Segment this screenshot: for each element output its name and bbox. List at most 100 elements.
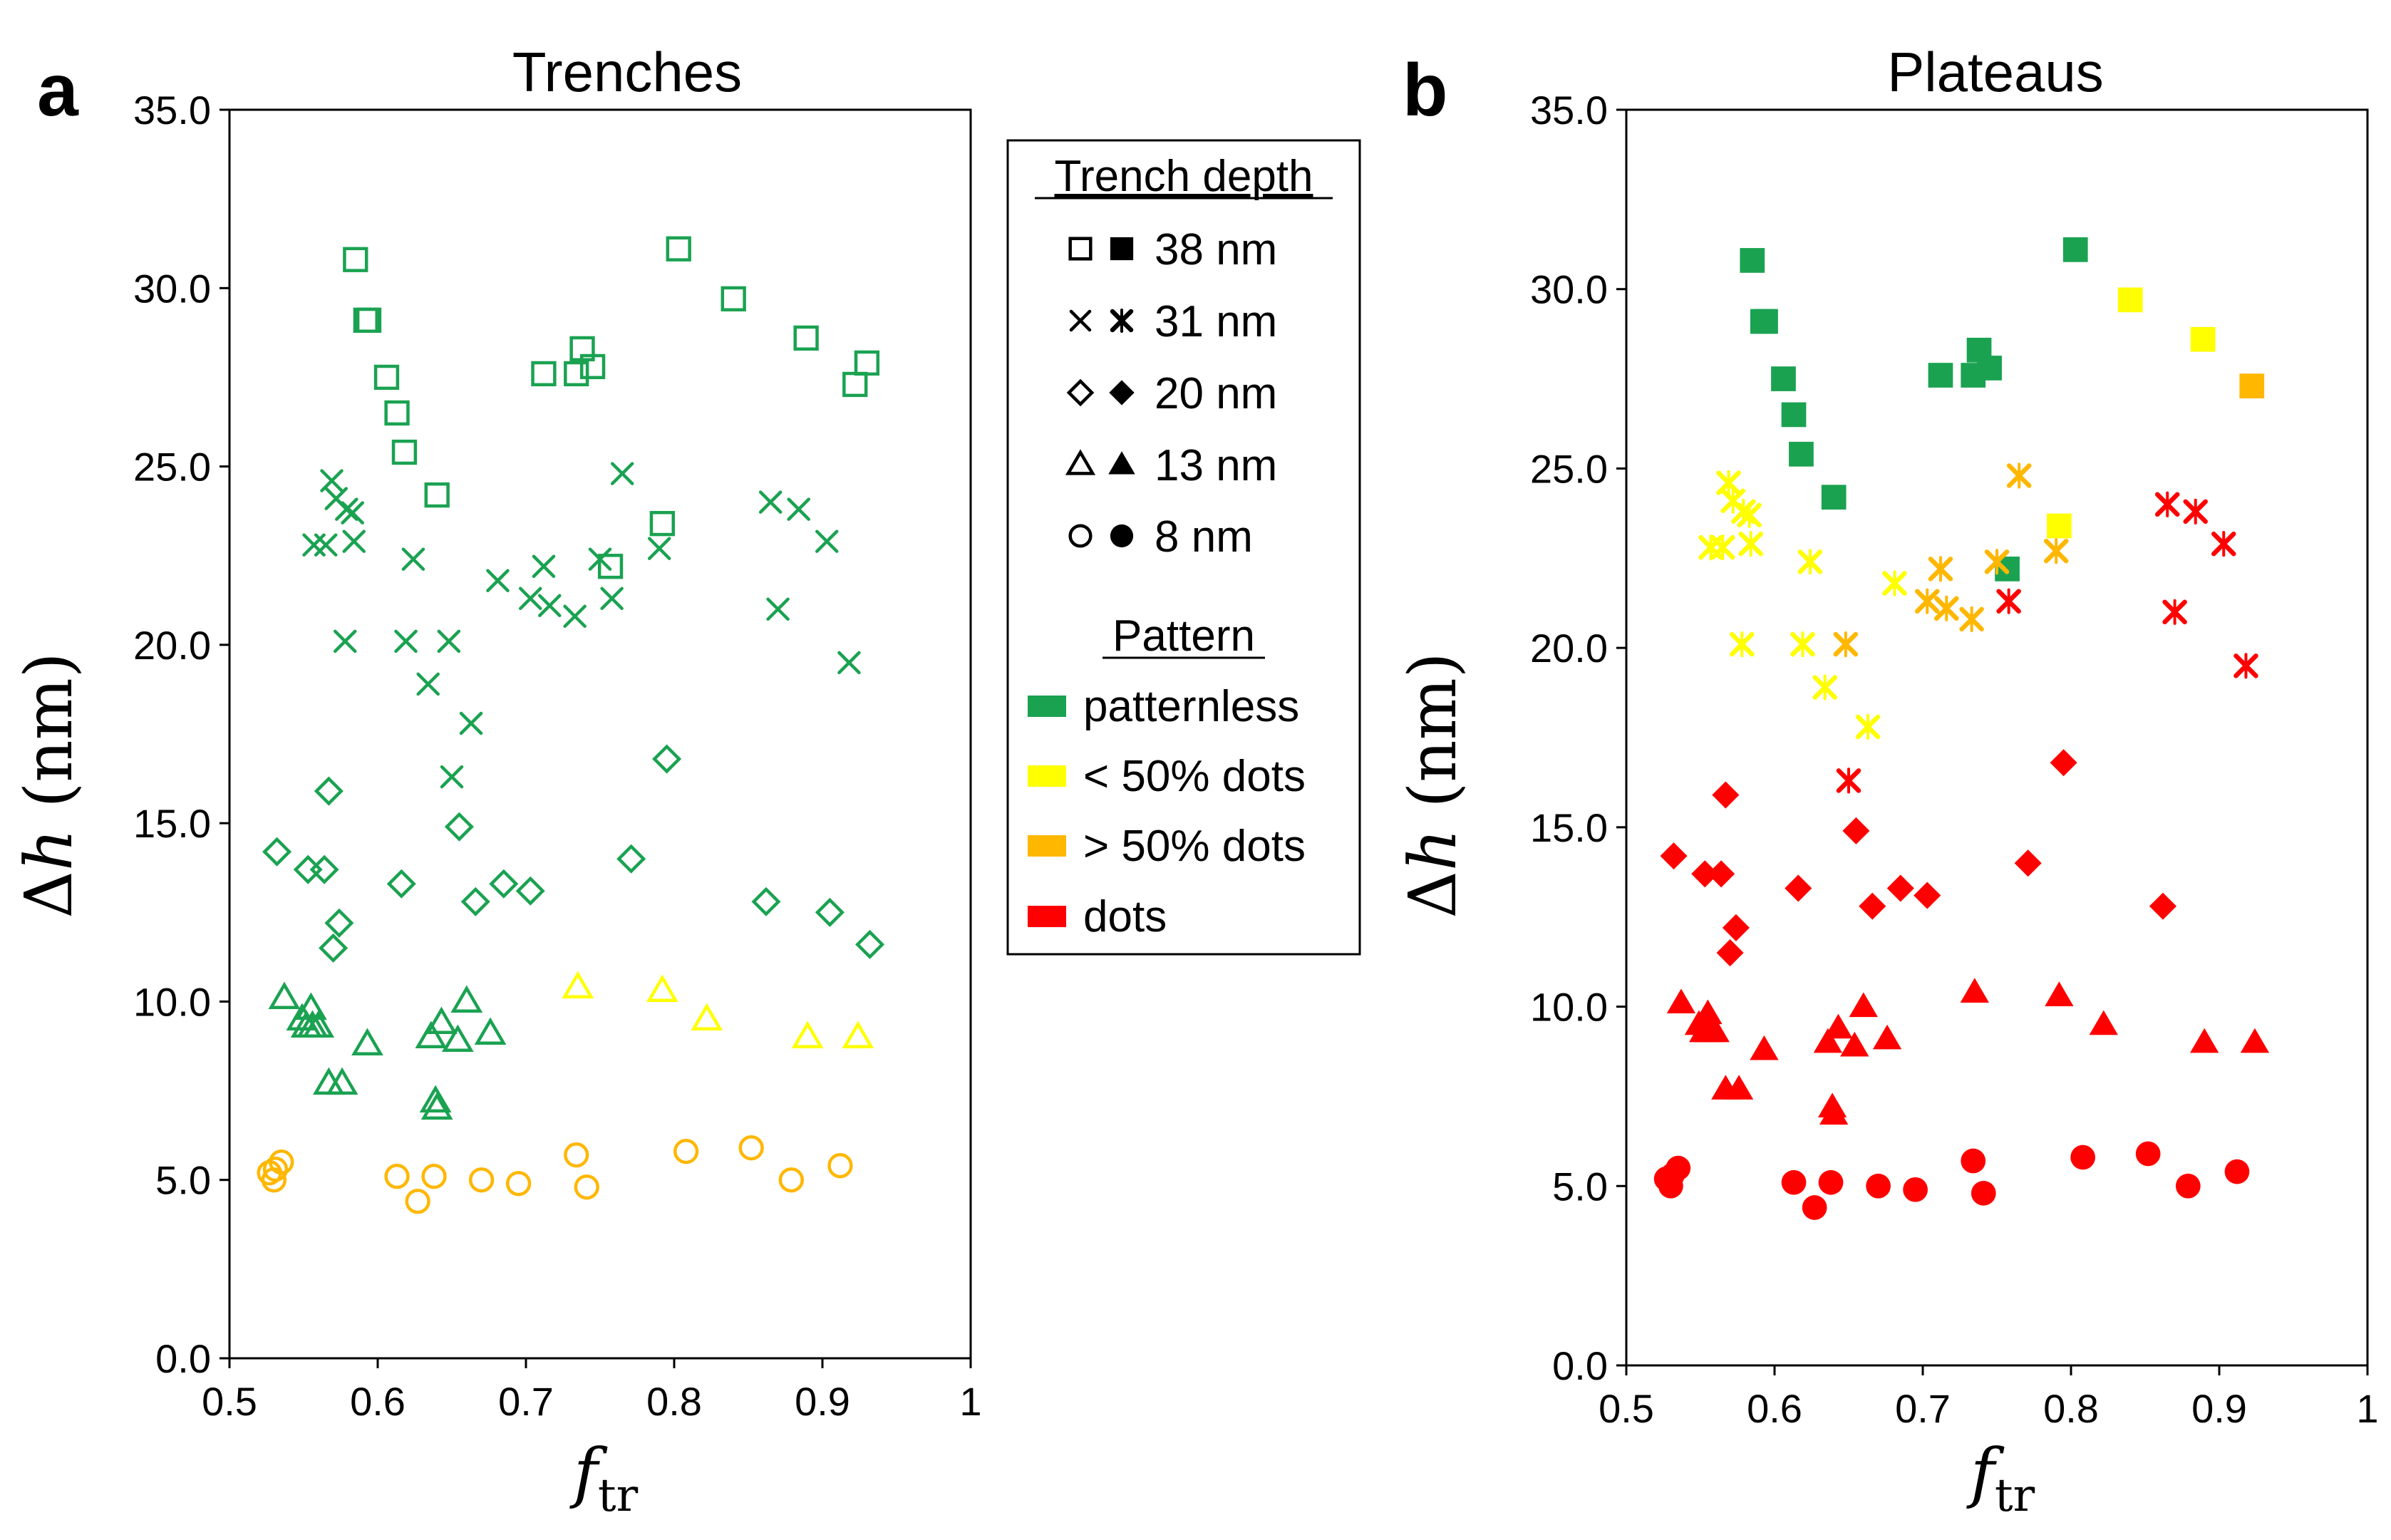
panel-b-triangle-point <box>2190 1028 2219 1053</box>
panel-a-circle-point <box>827 1153 853 1179</box>
panel-a-triangle-point <box>646 974 678 1002</box>
panel-b-y-label-delta: Δ <box>1395 871 1471 918</box>
panel-b-cross-point <box>1738 531 1763 557</box>
panel-b-square-point <box>1740 248 1765 273</box>
panel-a-triangle-point <box>842 1020 874 1049</box>
panel-b-cross-point <box>1710 534 1735 561</box>
panel-a-triangle-point <box>415 1020 448 1049</box>
panel-a-diamond-point <box>652 744 682 774</box>
panel-a-y-tick-label: 25.0 <box>133 445 211 490</box>
panel-b-cross-point <box>2211 531 2236 557</box>
panel-b-x-tick-label: 0.5 <box>1599 1386 1654 1431</box>
panel-b-circle-point <box>2135 1141 2161 1167</box>
panel-b-circle-point <box>1802 1195 1827 1220</box>
panel-a-circle-point <box>738 1135 764 1161</box>
legend-pattern-item-2: > 50% dots <box>1028 822 1306 871</box>
legend: Trench depth 38 nm 31 nm 20 nm 13 nm 8 nm Pa… <box>1006 139 1361 956</box>
panel-a-plot-frame <box>228 108 972 1360</box>
panel-b-circle-point <box>1666 1155 1691 1181</box>
panel-b-cross-point <box>1959 606 1984 632</box>
panel-b-x-label-sub: tr <box>1995 1469 2035 1522</box>
panel-b-cross-point <box>2043 538 2069 564</box>
panel-a-square-point <box>343 247 368 272</box>
panel-b-y-tick-label: 10.0 <box>1530 985 1608 1030</box>
panel-a-cross-point <box>486 569 510 593</box>
panel-a-diamond-point <box>751 887 781 916</box>
panel-b-y-axis-label: Δh (nm) <box>1395 652 1471 918</box>
panel-a-cross-point <box>758 490 783 514</box>
legend-depth-title: Trench depth <box>1054 152 1313 201</box>
panel-a-y-label-h: h <box>11 829 87 871</box>
panel-a-diamond-point <box>314 776 344 806</box>
panel-a-x-tick-label: 0.7 <box>498 1379 554 1424</box>
legend-swatch-patternless <box>1028 696 1066 717</box>
panel-a-diamond-point <box>855 929 885 959</box>
panel-b-cross-point <box>1790 631 1815 658</box>
panel-b-diamond-point <box>1712 781 1740 809</box>
panel-a-cross-point <box>815 529 839 553</box>
legend-triangle-filled-marker <box>1108 451 1135 475</box>
panel-b-diamond-point <box>1716 939 1744 967</box>
legend-depth-item-3: 13 nm <box>1065 441 1277 490</box>
panel-b-diamond-point <box>1785 874 1812 902</box>
panel-b-triangle-point <box>1872 1024 1902 1050</box>
panel-b-triangle-point <box>1824 1013 1853 1039</box>
panel-a-y-tick-label: 0.0 <box>155 1336 211 1381</box>
panel-a-x-label-sub: tr <box>598 1469 639 1522</box>
legend-diamond-open-marker <box>1066 378 1095 407</box>
panel-a-title: Trenches <box>512 41 742 103</box>
panel-a-cross-point <box>335 497 358 521</box>
panel-b-series-square <box>1740 237 2265 582</box>
panel-a-cross-point <box>440 765 464 789</box>
panel-a-circle-point <box>269 1149 294 1175</box>
panel-b-x-axis-label: ftr <box>1966 1435 2035 1522</box>
panel-a-square-point <box>356 307 382 333</box>
panel-a-y-tick-label: 10.0 <box>133 979 211 1024</box>
panel-a-x-tick-label: 0.6 <box>350 1379 406 1424</box>
panel-b-circle-point <box>1866 1173 1891 1199</box>
panel-a-series-diamond <box>262 744 885 963</box>
panel-b-diamond-point <box>1842 817 1870 844</box>
panel-b-diamond-point <box>2050 749 2077 777</box>
panel-b-series-diamond <box>1660 749 2176 967</box>
panel-a-y-label-delta: Δ <box>11 871 87 918</box>
panel-a-cross-point <box>459 711 483 735</box>
panel-a-circle-point <box>405 1189 430 1214</box>
panel-a-square-point <box>579 353 606 380</box>
panel-b-triangle-point <box>1724 1075 1754 1100</box>
panel-b-circle-point <box>1903 1177 1928 1202</box>
panel-a-x-tick-label: 0.9 <box>795 1379 850 1424</box>
legend-circle-open-marker <box>1068 524 1093 548</box>
panel-b-markers <box>1653 237 2270 1220</box>
panel-a-cross-point <box>538 594 562 618</box>
panel-b-x-tick-label: 0.7 <box>1895 1386 1951 1431</box>
panel-b-triangle-point <box>1960 978 1989 1003</box>
panel-a-series-circle <box>257 1135 853 1214</box>
panel-b-cross-point <box>1833 631 1859 658</box>
panel-b-cross-point <box>1914 588 1940 614</box>
panel-b-circle-point <box>2224 1159 2250 1184</box>
legend-depth-label: 31 nm <box>1155 297 1277 346</box>
panel-b-y-tick-label: 5.0 <box>1552 1164 1608 1209</box>
panel-a-diamond-point <box>324 908 354 938</box>
panel-b-y-tick-label: 0.0 <box>1552 1343 1608 1388</box>
panel-b-circle-point <box>2070 1144 2095 1170</box>
panel-a-trenches: a Trenches 0.0 5.0 10.0 15.0 20.0 25.0 30.0 35.… <box>11 41 982 1522</box>
panel-a-cross-point <box>518 586 542 611</box>
panel-a-square-point <box>373 364 400 391</box>
panel-a-cross-point <box>600 586 624 611</box>
panel-a-series-square <box>343 236 880 579</box>
panel-a-diamond-point <box>815 897 845 927</box>
panel-b-cross-point <box>2162 599 2187 625</box>
panel-b-plateaus: b Plateaus 0.0 5.0 10.0 15.0 20.0 25.0 30.0 35.… <box>1395 41 2379 1522</box>
panel-b-triangle-point <box>1849 992 1878 1018</box>
legend-pattern-item-3: dots <box>1028 892 1167 941</box>
panel-b-diamond-point <box>1708 860 1735 888</box>
panel-a-y-tick-label: 30.0 <box>133 266 211 311</box>
panel-b-triangle-point <box>2240 1028 2270 1053</box>
panel-a-circle-point <box>505 1171 532 1197</box>
panel-a-cross-point <box>394 629 418 653</box>
panel-b-cross-point <box>1996 588 2021 614</box>
legend-box <box>1006 139 1361 956</box>
panel-b-square-point <box>1771 366 1796 391</box>
